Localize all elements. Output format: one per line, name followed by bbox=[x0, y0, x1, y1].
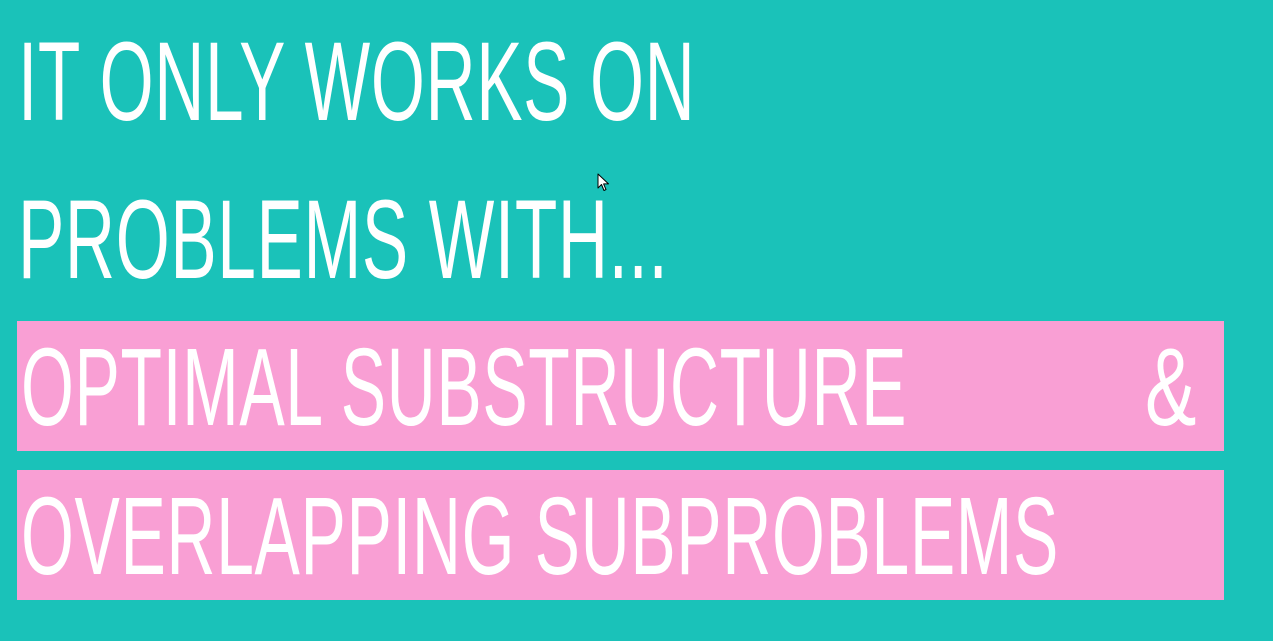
heading-line-1: IT ONLY WORKS ON bbox=[18, 19, 696, 144]
highlight-band-1: OPTIMAL SUBSTRUCTURE & bbox=[17, 321, 1224, 451]
heading-line-2: PROBLEMS WITH... bbox=[18, 177, 669, 302]
highlight-text-overlapping-subproblems: OVERLAPPING SUBPROBLEMS bbox=[21, 475, 1059, 598]
mouse-pointer-icon bbox=[597, 173, 609, 191]
highlight-band-2: OVERLAPPING SUBPROBLEMS bbox=[17, 470, 1224, 600]
highlight-text-optimal-substructure: OPTIMAL SUBSTRUCTURE bbox=[21, 326, 908, 449]
highlight-ampersand: & bbox=[1145, 326, 1197, 449]
